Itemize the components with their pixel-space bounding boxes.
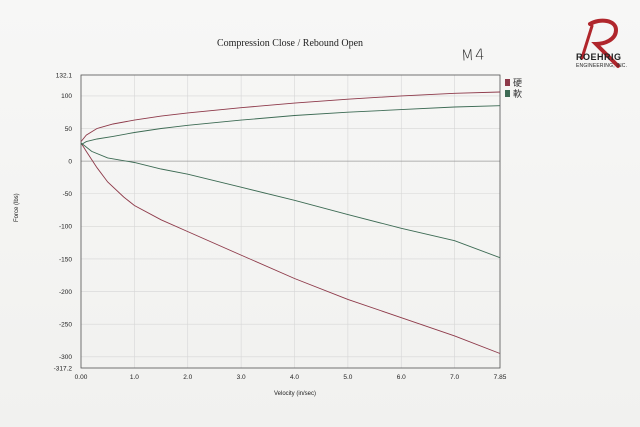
y-tick-label: -50 bbox=[63, 191, 73, 198]
x-tick-label: 3.0 bbox=[237, 374, 246, 381]
y-tick-label: -300 bbox=[59, 354, 72, 361]
y-tick-label: -250 bbox=[59, 321, 72, 328]
x-axis-label: Velocity (in/sec) bbox=[273, 391, 316, 397]
series-line-hard-rebound bbox=[80, 142, 501, 354]
x-tick-label: 4.0 bbox=[290, 374, 299, 381]
brand-name: ROEHRIG bbox=[576, 52, 622, 62]
y-tick-label: -100 bbox=[59, 224, 72, 231]
legend-label-hard: 硬 bbox=[513, 78, 523, 88]
y-tick-label: 100 bbox=[61, 93, 72, 100]
brand-tagline: ENGINEERING, INC. bbox=[576, 63, 628, 69]
series-line-hard-compression bbox=[80, 91, 501, 142]
y-tick-label: 132.1 bbox=[56, 72, 73, 79]
chart-title: Compression Close / Rebound Open bbox=[216, 38, 364, 49]
y-tick-label: 0 bbox=[68, 158, 72, 165]
series-line-soft-compression bbox=[80, 105, 501, 146]
y-tick-label: -200 bbox=[59, 289, 72, 296]
y-tick-label: -150 bbox=[59, 256, 72, 263]
plot-frame bbox=[80, 74, 501, 369]
series-line-soft-rebound bbox=[80, 142, 501, 259]
y-tick-label: 50 bbox=[65, 126, 73, 133]
x-tick-label: 5.0 bbox=[343, 374, 352, 381]
legend-item-hard: 硬 bbox=[505, 77, 522, 88]
legend-swatch-soft bbox=[505, 90, 510, 97]
legend: 硬 軟 bbox=[505, 77, 522, 99]
legend-item-soft: 軟 bbox=[505, 88, 522, 99]
x-tick-label: 7.0 bbox=[450, 374, 459, 381]
x-tick-label: 2.0 bbox=[183, 374, 192, 381]
roehrig-logo-icon bbox=[580, 18, 620, 68]
legend-label-soft: 軟 bbox=[513, 89, 523, 99]
x-tick-label: 0.00 bbox=[75, 374, 88, 381]
legend-swatch-hard bbox=[505, 79, 510, 86]
x-tick-label: 1.0 bbox=[130, 374, 139, 381]
y-tick-label: -317.2 bbox=[54, 365, 73, 372]
x-tick-label: 7.85 bbox=[494, 374, 507, 381]
x-tick-label: 6.0 bbox=[397, 374, 406, 381]
